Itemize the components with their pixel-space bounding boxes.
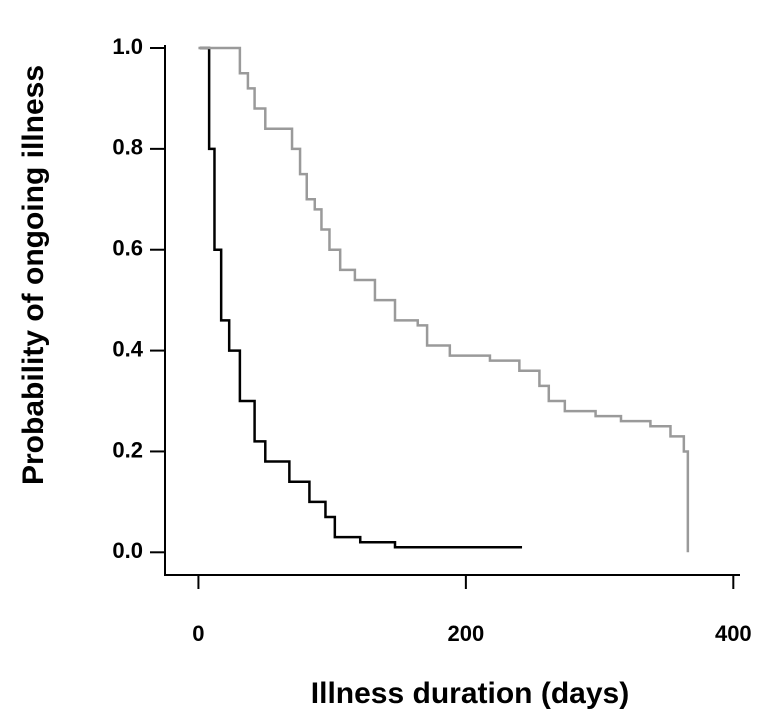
x-tick-label: 0 xyxy=(192,621,204,646)
x-tick-label: 200 xyxy=(448,621,485,646)
survival-curve xyxy=(199,46,523,549)
y-tick-label: 0.4 xyxy=(112,336,143,361)
y-tick-label: 0.0 xyxy=(112,538,143,563)
x-tick-label: 400 xyxy=(715,621,752,646)
y-axis-label: Probability of ongoing illness xyxy=(17,65,50,485)
y-tick-label: 0.6 xyxy=(112,236,143,261)
x-axis-label: Illness duration (days) xyxy=(311,677,629,710)
survival-curve xyxy=(198,46,690,553)
y-tick-label: 0.8 xyxy=(112,135,143,160)
y-tick-label: 0.2 xyxy=(112,437,143,462)
y-tick-label: 1.0 xyxy=(112,34,143,59)
